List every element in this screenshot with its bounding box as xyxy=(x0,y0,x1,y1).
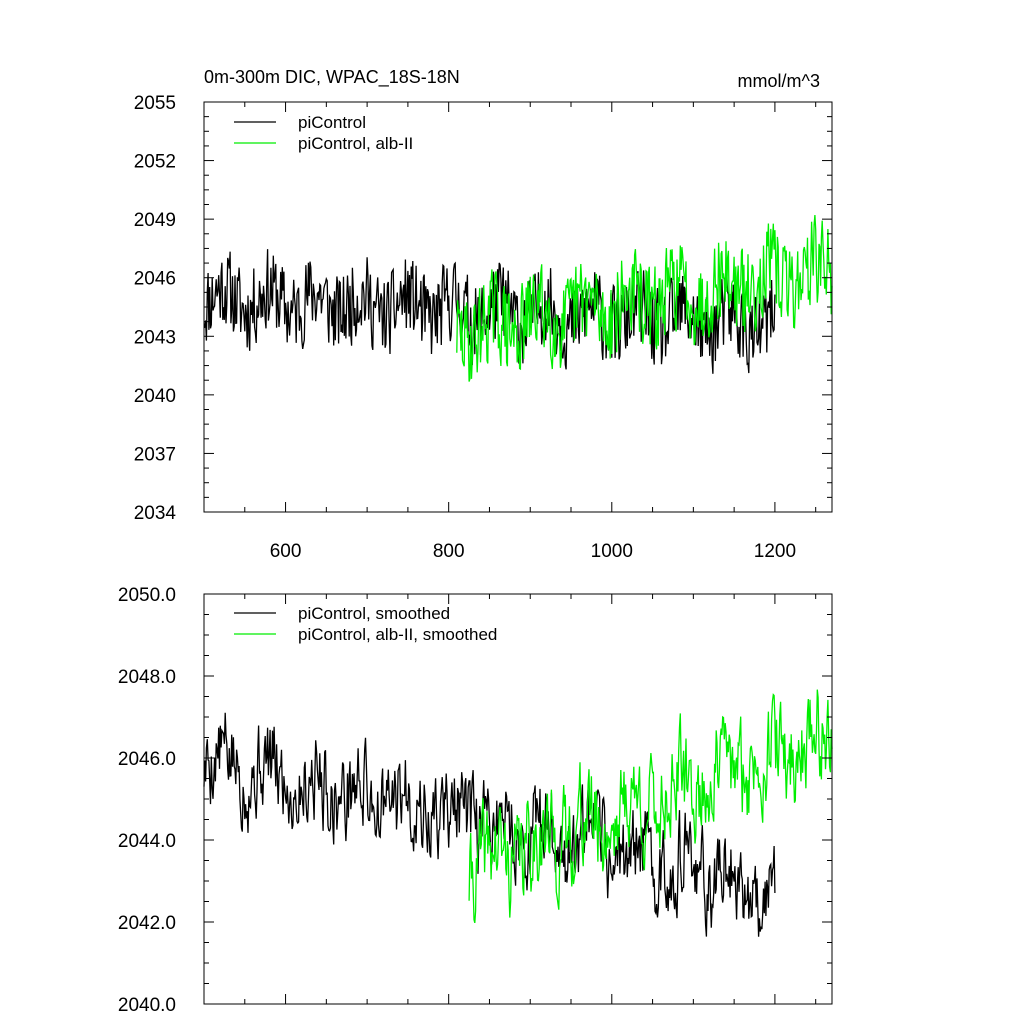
top-xtick-label: 800 xyxy=(433,541,465,562)
top-xtick-label: 1000 xyxy=(591,541,633,562)
bottom-ytick-label: 2048.0 xyxy=(118,667,176,688)
top-ytick-label: 2049 xyxy=(134,210,176,231)
top-axis-ticks: 2034 2037 2040 2043 2046 2049 2052 2055 600 800 10… xyxy=(134,93,832,562)
bottom-axis-ticks: 2040.0 2042.0 2044.0 2046.0 2048.0 2050.0 xyxy=(118,585,832,1016)
top-ytick-label: 2034 xyxy=(134,503,177,524)
top-series-line-picontrol xyxy=(203,249,776,374)
bottom-series-group xyxy=(203,689,833,937)
top-chart: 0m-300m DIC, WPAC_18S-18N mmol/m^3 20342… xyxy=(134,67,833,562)
top-ytick-label: 2040 xyxy=(134,386,176,407)
bottom-ytick-label: 2042.0 xyxy=(118,913,176,934)
top-series-line-alb xyxy=(456,214,833,382)
bottom-series-line-alb xyxy=(468,689,833,924)
top-ytick-label: 2037 xyxy=(134,444,176,465)
top-series-group xyxy=(203,214,833,382)
top-chart-title: 0m-300m DIC, WPAC_18S-18N xyxy=(204,67,460,88)
bottom-plot-frame xyxy=(203,593,833,1005)
top-legend: piControl piControl, alb-II xyxy=(234,113,413,153)
bottom-ytick-label: 2050.0 xyxy=(118,585,176,606)
top-xtick-label: 1200 xyxy=(754,541,796,562)
top-chart-units: mmol/m^3 xyxy=(738,71,820,91)
bottom-chart: 2040.0 2042.0 2044.0 2046.0 2048.0 2050.0 piC… xyxy=(118,585,833,1016)
top-ytick-label: 2046 xyxy=(134,269,176,290)
top-ytick-label: 2043 xyxy=(134,327,176,348)
top-legend-label-alb: piControl, alb-II xyxy=(298,134,413,153)
bottom-ytick-label: 2040.0 xyxy=(118,995,176,1016)
top-ytick-label: 2055 xyxy=(134,93,176,114)
top-xtick-label: 600 xyxy=(270,541,302,562)
top-ytick-label: 2052 xyxy=(134,152,176,173)
bottom-series-line-picontrol xyxy=(203,712,776,937)
bottom-legend-label-alb: piControl, alb-II, smoothed xyxy=(298,625,497,644)
bottom-ytick-label: 2044.0 xyxy=(118,831,176,852)
bottom-ytick-label: 2046.0 xyxy=(118,749,176,770)
bottom-legend: piControl, smoothed piControl, alb-II, s… xyxy=(234,604,497,644)
top-legend-label-picontrol: piControl xyxy=(298,113,366,132)
bottom-legend-label-picontrol: piControl, smoothed xyxy=(298,604,450,623)
